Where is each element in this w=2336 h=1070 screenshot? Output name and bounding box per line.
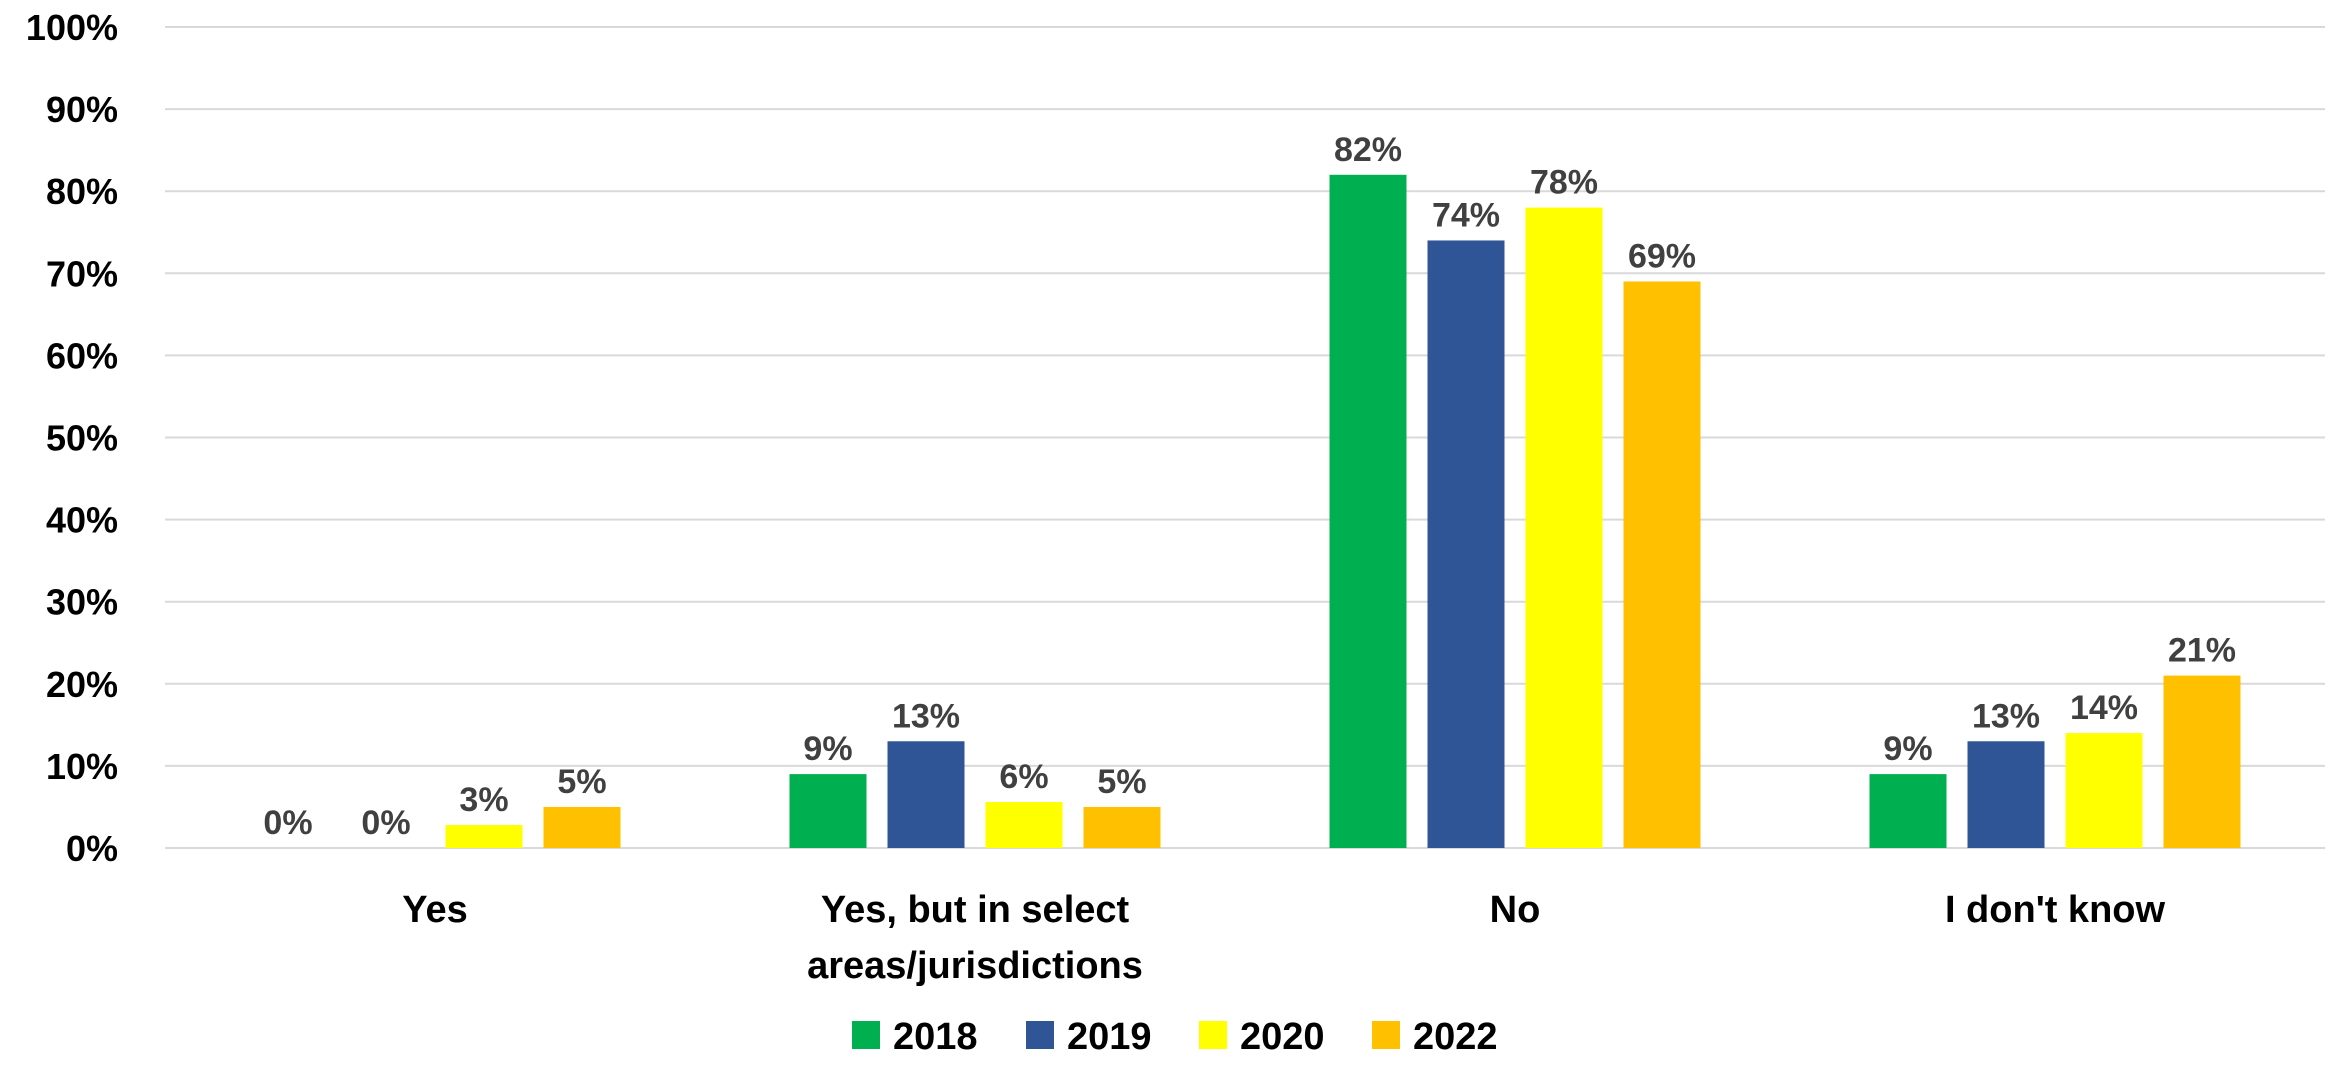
bar-2022: [1623, 281, 1701, 848]
data-label: 82%: [1334, 131, 1402, 169]
data-label: 74%: [1432, 196, 1500, 234]
y-tick-label: 50%: [46, 418, 118, 459]
data-label: 14%: [2070, 689, 2138, 727]
bars: [445, 174, 2241, 848]
y-tick-label: 100%: [26, 7, 118, 48]
y-tick-label: 30%: [46, 582, 118, 623]
legend-label: 2022: [1413, 1016, 1498, 1058]
y-tick-label: 90%: [46, 89, 118, 130]
data-label: 5%: [557, 763, 606, 801]
y-axis: 0% 10% 20% 30% 40% 50% 60% 70% 80% 90% 100%: [26, 7, 118, 869]
bar-2019: [1967, 741, 2045, 848]
y-tick-label: 10%: [46, 746, 118, 787]
x-tick-label: Yes: [402, 889, 468, 931]
gridlines: [165, 26, 2325, 849]
bar-2022: [1083, 806, 1161, 848]
data-label: 0%: [361, 804, 410, 842]
bar-2018: [1329, 174, 1407, 848]
data-label: 9%: [1883, 730, 1932, 768]
bar-2020: [2065, 733, 2143, 848]
data-label: 13%: [1972, 697, 2040, 735]
data-label: 0%: [263, 804, 312, 842]
bar-2020: [1525, 207, 1603, 848]
legend-label: 2018: [893, 1016, 978, 1058]
legend-label: 2020: [1240, 1016, 1325, 1058]
data-label: 5%: [1097, 763, 1146, 801]
y-tick-label: 0%: [66, 828, 118, 869]
bar-2022: [2163, 675, 2241, 848]
data-label: 13%: [892, 697, 960, 735]
bar-2019: [887, 741, 965, 848]
y-tick-label: 60%: [46, 335, 118, 376]
y-tick-label: 20%: [46, 664, 118, 705]
y-tick-label: 80%: [46, 171, 118, 212]
bar-2018: [1869, 774, 1947, 848]
y-tick-label: 70%: [46, 253, 118, 294]
bar-2019: [1427, 240, 1505, 848]
legend-swatch-2019: [1026, 1021, 1054, 1049]
x-tick-label: Yes, but in select: [821, 889, 1130, 931]
x-tick-label: I don't know: [1945, 889, 2166, 931]
data-label: 78%: [1530, 164, 1598, 202]
data-label: 3%: [459, 781, 508, 819]
data-label: 9%: [803, 730, 852, 768]
data-label: 69%: [1628, 238, 1696, 276]
data-label: 6%: [999, 758, 1048, 796]
x-tick-label: areas/jurisdictions: [807, 945, 1143, 987]
legend-swatch-2020: [1199, 1021, 1227, 1049]
bar-2020: [445, 825, 523, 848]
data-label: 21%: [2168, 632, 2236, 670]
bar-2022: [543, 806, 621, 848]
legend: 2018 2019 2020 2022: [852, 1016, 1498, 1058]
x-axis: Yes Yes, but in select areas/jurisdictions…: [402, 889, 2165, 987]
data-labels: 0% 0% 3% 5% 9% 13% 6% 5% 82% 74% 78% 69% 9% 13% 14% 21%: [263, 131, 2236, 842]
y-tick-label: 40%: [46, 500, 118, 541]
bar-2020: [985, 802, 1063, 848]
legend-label: 2019: [1067, 1016, 1152, 1058]
legend-swatch-2018: [852, 1021, 880, 1049]
legend-swatch-2022: [1372, 1021, 1400, 1049]
bar-2018: [789, 774, 867, 848]
x-tick-label: No: [1490, 889, 1541, 931]
